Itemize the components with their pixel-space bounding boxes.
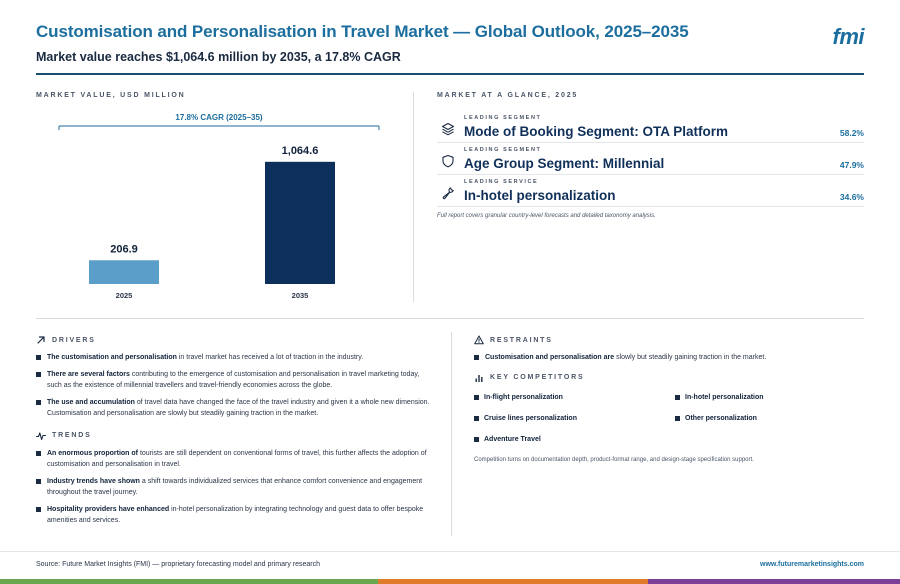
bar-2035 [265,161,335,284]
competitor-item: In-hotel personalization [675,392,864,403]
market-value-chart: 17.8% CAGR (2025–35) 206.9 2025 1,064.6 203… [58,113,380,300]
market-value-panel: MARKET VALUE, USD MILLION 17.8% CAGR (20… [36,92,414,302]
glance-name: In-hotel personalization [464,188,616,203]
trends-label: TRENDS [52,432,92,439]
restraints-label: RESTRAINTS [490,336,553,344]
fmi-logo[interactable]: fmi [832,24,865,49]
color-bar-segment [648,579,900,584]
footer-divider [0,551,900,552]
glance-kicker: LEADING SEGMENT [464,147,542,153]
bar-2025 [89,260,159,284]
warning-icon [474,335,484,345]
drivers-list: The customisation and personalisation in… [36,352,432,420]
page-subtitle: Market value reaches $1,064.6 million by… [36,50,401,64]
bar-chart-icon [475,374,483,382]
drivers-heading: DRIVERS [36,334,432,346]
footer-color-bar [0,579,900,584]
glance-name: Mode of Booking Segment: OTA Platform [464,124,728,139]
competitor-item: Other personalization [675,413,864,424]
competitor-item: Cruise lines personalization [474,413,675,424]
competitors-heading: KEY COMPETITORS [474,372,864,384]
color-bar-segment [378,579,648,584]
competitor-item: Adventure Travel [474,434,675,445]
section-divider [36,318,864,319]
competitors-list: In-flight personalization In-hotel perso… [474,392,864,445]
market-at-a-glance: MARKET AT A GLANCE, 2025 LEADING SEGMENT… [437,92,864,219]
glance-label: MARKET AT A GLANCE, 2025 [437,92,579,99]
glance-note: Full report covers granular country-leve… [437,213,656,219]
page-title: Customisation and Personalisation in Tra… [36,22,689,41]
report-header: Customisation and Personalisation in Tra… [36,22,864,64]
list-item: Industry trends have shown a shift towar… [36,476,432,499]
restraints-list: Customisation and personalisation are sl… [474,352,864,364]
list-item: There are several factors contributing t… [36,369,432,392]
list-item: The customisation and personalisation in… [36,352,432,364]
bar-value-label: 206.9 [110,243,138,255]
glance-kicker: LEADING SEGMENT [464,115,542,121]
list-item: The use and accumulation of travel data … [36,397,432,420]
competitors-note: Competition turns on documentation depth… [474,456,754,463]
list-item: An enormous proportion of tourists are s… [36,448,432,471]
pulse-icon [36,431,46,440]
glance-share: 47.9% [839,160,864,170]
list-item: Hospitality providers have enhanced in-h… [36,504,432,527]
arrow-up-right-icon [37,336,45,344]
glance-kicker: LEADING SERVICE [464,179,539,185]
competitors-label: KEY COMPETITORS [490,374,585,381]
restraints-competitors-column: RESTRAINTS Customisation and personalisa… [474,334,864,463]
list-item: Customisation and personalisation are sl… [474,352,864,364]
drivers-label: DRIVERS [52,336,96,344]
glance-item: LEADING SEGMENT Age Group Segment: Mille… [437,143,864,175]
website-link[interactable]: www.futuremarketinsights.com [760,561,864,568]
color-bar-segment [0,579,378,584]
column-divider [451,332,452,536]
trends-heading: TRENDS [36,430,432,442]
shield-icon [442,154,454,168]
glance-share: 58.2% [839,128,864,138]
market-value-label: MARKET VALUE, USD MILLION [36,92,186,99]
x-tick-label: 2025 [116,291,133,300]
drivers-trends-column: DRIVERS The customisation and personalis… [36,334,432,532]
panel-divider [413,92,414,302]
competitor-item: In-flight personalization [474,392,675,403]
glance-item: LEADING SEGMENT Mode of Booking Segment:… [437,111,864,143]
glance-item: LEADING SERVICE In-hotel personalization… [437,175,864,207]
source-note: Source: Future Market Insights (FMI) — p… [36,561,320,568]
glance-name: Age Group Segment: Millennial [464,156,665,171]
restraints-heading: RESTRAINTS [474,334,864,346]
cagr-bracket [58,125,380,130]
glance-share: 34.6% [839,192,864,202]
header-divider [36,73,864,75]
bar-value-label: 1,064.6 [282,145,319,157]
cagr-annotation: 17.8% CAGR (2025–35) [175,113,262,122]
layers-icon [441,122,455,136]
trends-list: An enormous proportion of tourists are s… [36,448,432,527]
x-tick-label: 2035 [292,291,309,300]
wrench-icon [442,187,454,200]
